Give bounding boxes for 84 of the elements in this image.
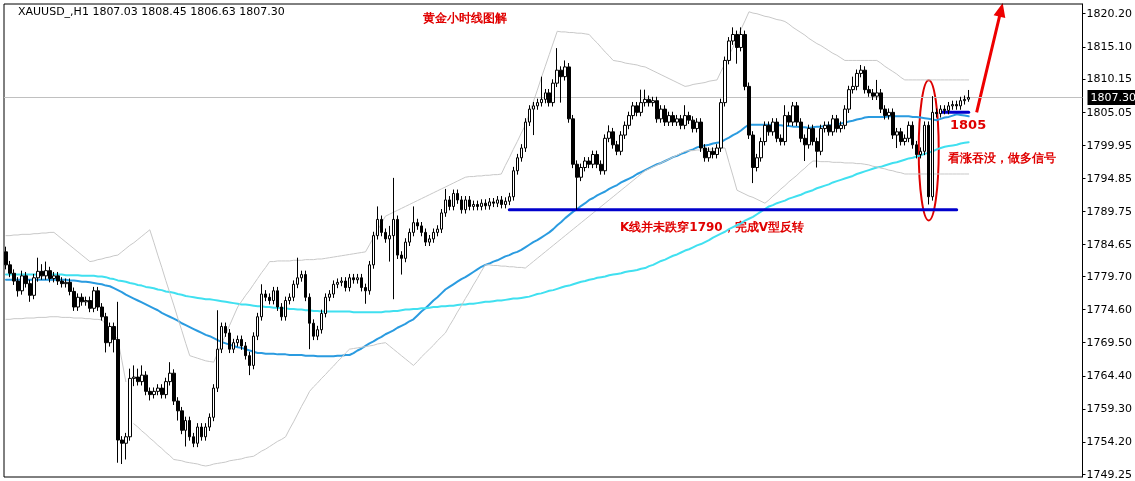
candlestick — [48, 266, 52, 283]
candlestick — [831, 114, 835, 137]
y-tick-label: 1754.20 — [1086, 435, 1133, 449]
candlestick — [340, 276, 343, 287]
candlestick — [472, 200, 475, 211]
candlestick — [464, 195, 467, 215]
candlestick — [663, 104, 667, 127]
candlestick — [452, 189, 455, 211]
candlestick — [492, 197, 495, 208]
candlestick — [284, 296, 287, 322]
y-tick-label: 1794.85 — [1086, 171, 1133, 185]
candlestick — [931, 95, 934, 202]
candlestick — [707, 146, 711, 163]
y-tick-label: 1789.75 — [1086, 204, 1133, 218]
candlestick — [152, 386, 156, 399]
candlestick — [20, 270, 24, 296]
candlestick — [156, 383, 160, 396]
candlestick — [60, 276, 64, 289]
candlestick — [675, 114, 679, 127]
candlestick — [899, 127, 903, 146]
candlestick — [955, 100, 958, 111]
candlestick — [835, 114, 839, 133]
candlestick — [959, 96, 962, 111]
candlestick — [468, 195, 471, 211]
y-tick-label: 1749.25 — [1086, 467, 1133, 481]
y-tick-label: 1759.30 — [1086, 402, 1133, 416]
candlestick — [967, 89, 970, 103]
candlestick — [344, 276, 347, 292]
candlestick — [480, 198, 483, 211]
candlestick — [540, 76, 543, 108]
candlestick — [791, 101, 795, 127]
y-tick-label: 1815.10 — [1086, 40, 1133, 54]
candlestick — [775, 117, 779, 143]
candlestick — [476, 200, 479, 211]
candlestick — [496, 195, 499, 208]
candlestick — [52, 271, 56, 283]
ref-line-label: 1807.30 — [1090, 90, 1135, 104]
y-tick-label: 1820.20 — [1086, 7, 1133, 21]
y-tick-label: 1805.05 — [1086, 105, 1133, 119]
candlestick — [943, 104, 946, 115]
y-tick-label: 1764.40 — [1086, 369, 1133, 383]
candlestick — [671, 111, 675, 127]
candlestick — [639, 89, 643, 117]
candlestick — [484, 198, 487, 211]
annotation: 1805 — [950, 117, 987, 133]
candlestick — [432, 228, 435, 244]
y-tick-label: 1810.15 — [1086, 72, 1133, 86]
candlestick — [76, 292, 80, 312]
candlestick — [332, 279, 335, 299]
annotation: 看涨吞没，做多信号 — [948, 150, 1056, 167]
candlestick — [647, 94, 651, 108]
candlestick — [116, 301, 120, 464]
candlestick — [532, 101, 535, 136]
candlestick — [80, 292, 84, 307]
text: 黄金小时线图解 — [422, 11, 507, 25]
candlestick — [951, 100, 954, 111]
candlestick — [655, 96, 659, 124]
candlestick — [56, 271, 60, 286]
candlestick — [488, 197, 491, 211]
candlestick — [44, 261, 48, 281]
y-tick-label: 1784.65 — [1086, 237, 1133, 251]
candlestick — [500, 195, 503, 209]
candlestick — [691, 115, 695, 133]
candlestick — [683, 104, 687, 130]
candlestick — [947, 101, 950, 115]
candlestick — [348, 273, 351, 292]
candlestick — [735, 30, 739, 65]
candlestick — [504, 196, 507, 209]
candlestick — [92, 286, 96, 313]
candlestick — [963, 94, 966, 106]
candlestick — [939, 104, 942, 119]
candlestick — [783, 104, 787, 146]
candlestick — [591, 150, 595, 169]
candlestick — [136, 368, 140, 387]
candlestick — [855, 69, 859, 91]
candlestick — [711, 146, 715, 159]
candlestick — [863, 65, 867, 95]
y-tick-label: 1799.95 — [1086, 138, 1133, 152]
annotation: XAUUSD_,H1 1807.03 1808.45 1806.63 1807.30 — [18, 5, 285, 18]
candlestick — [196, 422, 199, 448]
candlestick — [392, 177, 395, 300]
y-tick-label: 1774.60 — [1086, 303, 1133, 317]
y-tick-label: 1769.50 — [1086, 336, 1133, 350]
y-tick-label: 1779.70 — [1086, 270, 1133, 284]
